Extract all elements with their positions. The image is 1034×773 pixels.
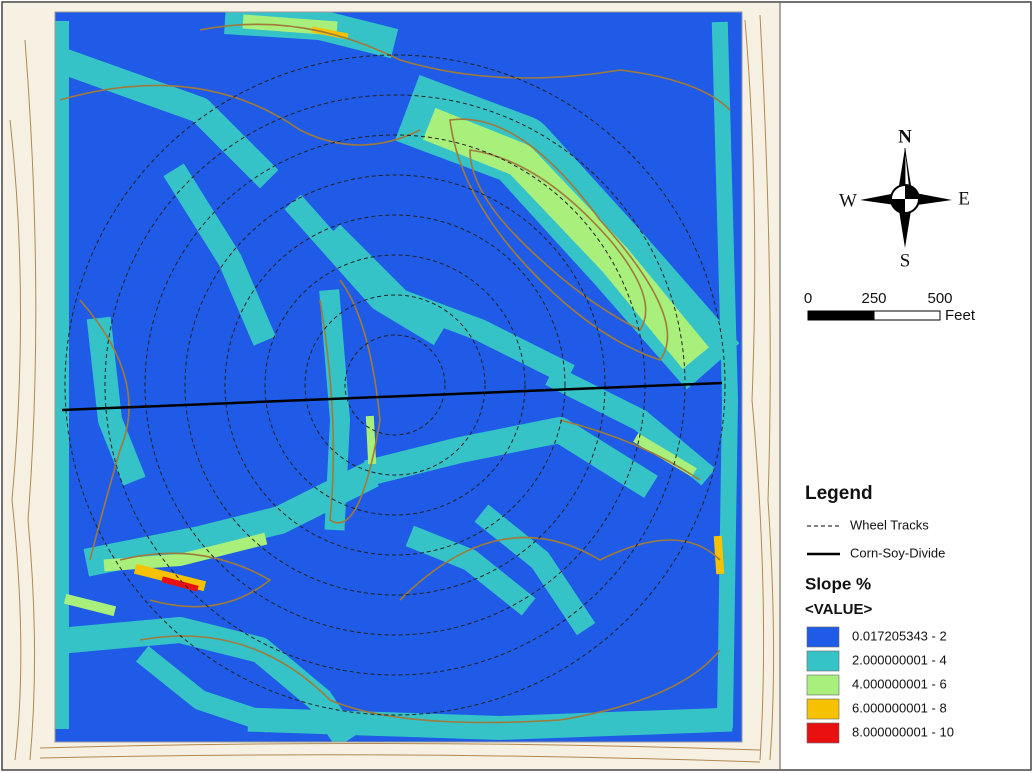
scale-unit: Feet (945, 307, 976, 324)
compass-w: W (839, 190, 857, 211)
compass-s: S (900, 250, 911, 271)
legend-class-label: 6.000000001 - 8 (852, 700, 947, 715)
slope-patch (720, 30, 730, 720)
slope-patch (718, 540, 720, 570)
legend-swatch (807, 675, 839, 695)
legend-swatch (807, 699, 839, 719)
legend-swatch (807, 627, 839, 647)
slope-patch (370, 420, 372, 460)
slope-patch (260, 720, 720, 728)
compass-e: E (958, 188, 970, 209)
legend-class-label: 4.000000001 - 6 (852, 676, 947, 691)
scale-segment (874, 311, 940, 320)
legend-title: Legend (805, 483, 873, 504)
legend-class-label: 8.000000001 - 10 (852, 724, 954, 739)
map-layout: N S W E Feet 0 250 500 Legend Slope % <VAL… (0, 0, 1034, 773)
raster-title: Slope % (805, 574, 871, 593)
scale-label: 250 (861, 290, 886, 307)
scale-label: 0 (804, 290, 812, 307)
legend-line-label: Corn-Soy-Divide (850, 545, 945, 560)
scale-segment (808, 311, 874, 320)
scale-label: 500 (927, 290, 952, 307)
legend-line-label: Wheel Tracks (850, 517, 929, 532)
legend-class-label: 2.000000001 - 4 (852, 652, 947, 667)
legend-swatch (807, 723, 839, 743)
compass-n: N (898, 126, 912, 147)
legend-class-label: 0.017205343 - 2 (852, 628, 947, 643)
slope-raster (55, 12, 742, 742)
field-name: <VALUE> (805, 601, 872, 618)
legend-swatch (807, 651, 839, 671)
